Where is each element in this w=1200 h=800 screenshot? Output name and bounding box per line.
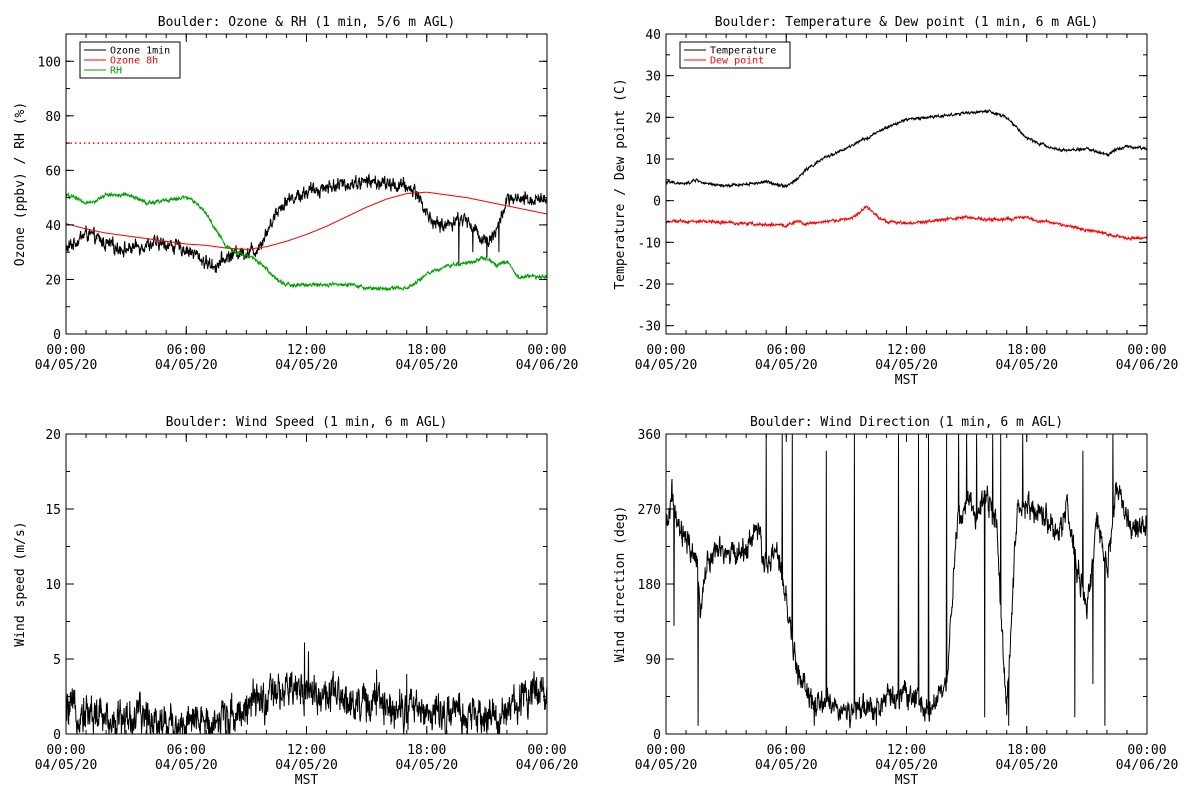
x-tick-time-label: 12:00 (887, 743, 926, 758)
x-tick-date-label: 04/05/20 (275, 758, 338, 773)
x-tick-time-label: 18:00 (1007, 743, 1046, 758)
wind-direction-panel: Boulder: Wind Direction (1 min, 6 m AGL)… (613, 415, 1178, 788)
x-tick-time-label: 18:00 (1007, 343, 1046, 358)
x-tick-time-label: 18:00 (407, 743, 446, 758)
legend-label: RH (110, 66, 122, 77)
x-tick-date-label: 04/05/20 (635, 758, 698, 773)
x-tick-date-label: 04/05/20 (995, 758, 1058, 773)
y-tick-label: 100 (38, 55, 61, 70)
y-tick-label: 20 (45, 428, 61, 443)
plot-frame (65, 33, 548, 335)
y-axis-label: Ozone (ppbv) / RH (%) (13, 102, 28, 266)
legend-label: Ozone 8h (110, 56, 158, 67)
x-tick-date-label: 04/05/20 (875, 758, 938, 773)
series-line-ozone-8h (66, 191, 547, 251)
plot-frame (665, 33, 1148, 335)
x-tick-time-label: 00:00 (1127, 743, 1166, 758)
chart-title: Boulder: Temperature & Dew point (1 min,… (715, 15, 1099, 30)
y-axis-label: Wind speed (m/s) (13, 521, 28, 646)
x-tick-time-label: 06:00 (767, 743, 806, 758)
y-tick-label: 0 (53, 728, 61, 743)
x-tick-date-label: 04/06/20 (516, 358, 579, 373)
y-tick-label: 40 (645, 28, 661, 43)
y-tick-label: 20 (645, 111, 661, 126)
y-tick-label: 0 (653, 195, 661, 210)
x-tick-date-label: 04/05/20 (35, 358, 98, 373)
y-tick-label: 360 (638, 428, 661, 443)
chart-title: Boulder: Wind Speed (1 min, 6 m AGL) (166, 415, 448, 430)
x-tick-time-label: 00:00 (646, 343, 685, 358)
y-tick-label: 40 (45, 219, 61, 234)
x-tick-date-label: 04/05/20 (635, 358, 698, 373)
x-axis-label: MST (895, 373, 919, 388)
y-tick-label: -20 (638, 278, 661, 293)
legend-label: Temperature (710, 46, 776, 57)
x-tick-time-label: 00:00 (527, 343, 566, 358)
x-tick-time-label: 00:00 (527, 743, 566, 758)
x-tick-date-label: 04/06/20 (1116, 358, 1179, 373)
series-line-rh (66, 191, 547, 292)
x-tick-date-label: 04/06/20 (516, 758, 579, 773)
series-line-dew-point (666, 205, 1147, 242)
legend-box (679, 41, 791, 69)
y-tick-label: 20 (45, 273, 61, 288)
y-axis-label: Temperature / Dew point (C) (613, 78, 628, 289)
x-tick-time-label: 12:00 (287, 743, 326, 758)
y-tick-label: 60 (45, 164, 61, 179)
y-tick-label: 10 (645, 153, 661, 168)
x-tick-time-label: 12:00 (287, 343, 326, 358)
x-tick-date-label: 04/06/20 (1116, 758, 1179, 773)
x-tick-date-label: 04/05/20 (755, 758, 818, 773)
x-tick-time-label: 12:00 (887, 343, 926, 358)
x-tick-date-label: 04/05/20 (275, 358, 338, 373)
x-tick-time-label: 00:00 (46, 343, 85, 358)
y-tick-label: 90 (645, 653, 661, 668)
legend-label: Dew point (710, 56, 764, 67)
x-tick-time-label: 18:00 (407, 343, 446, 358)
series-line-data (66, 642, 547, 734)
x-axis-label: MST (295, 773, 319, 788)
x-tick-time-label: 00:00 (1127, 343, 1166, 358)
y-tick-label: 0 (53, 328, 61, 343)
y-tick-label: 80 (45, 110, 61, 125)
series-line-temperature (666, 108, 1147, 189)
legend-label: Ozone 1min (110, 46, 170, 57)
x-tick-time-label: 00:00 (646, 743, 685, 758)
x-tick-date-label: 04/05/20 (155, 758, 218, 773)
x-tick-time-label: 06:00 (767, 343, 806, 358)
x-tick-date-label: 04/05/20 (395, 758, 458, 773)
y-tick-label: 0 (653, 728, 661, 743)
x-tick-date-label: 04/05/20 (875, 358, 938, 373)
y-tick-label: 180 (638, 578, 661, 593)
y-tick-label: 5 (53, 653, 61, 668)
y-tick-label: -10 (638, 236, 661, 251)
y-tick-label: -30 (638, 320, 661, 335)
y-tick-label: 30 (645, 70, 661, 85)
x-axis-label: MST (895, 773, 919, 788)
x-tick-time-label: 06:00 (167, 343, 206, 358)
x-tick-date-label: 04/05/20 (395, 358, 458, 373)
chart-title: Boulder: Ozone & RH (1 min, 5/6 m AGL) (158, 15, 455, 30)
wind-speed-panel: Boulder: Wind Speed (1 min, 6 m AGL) 0 5 10… (13, 415, 578, 788)
chart-title: Boulder: Wind Direction (1 min, 6 m AGL) (750, 415, 1063, 430)
x-tick-date-label: 04/05/20 (755, 358, 818, 373)
y-tick-label: 270 (638, 503, 661, 518)
x-tick-date-label: 04/05/20 (995, 358, 1058, 373)
x-tick-time-label: 00:00 (46, 743, 85, 758)
temperature-dewpoint-panel: Boulder: Temperature & Dew point (1 min,… (613, 15, 1178, 388)
y-tick-label: 15 (45, 503, 61, 518)
series-line-data (666, 434, 1147, 729)
x-tick-date-label: 04/05/20 (155, 358, 218, 373)
x-tick-date-label: 04/05/20 (35, 758, 98, 773)
y-axis-label: Wind direction (deg) (613, 506, 628, 663)
x-tick-time-label: 06:00 (167, 743, 206, 758)
ozone-rh-panel: Boulder: Ozone & RH (1 min, 5/6 m AGL) 0 2… (13, 15, 578, 373)
series-line-ozone-1min (66, 173, 547, 273)
y-tick-label: 10 (45, 578, 61, 593)
